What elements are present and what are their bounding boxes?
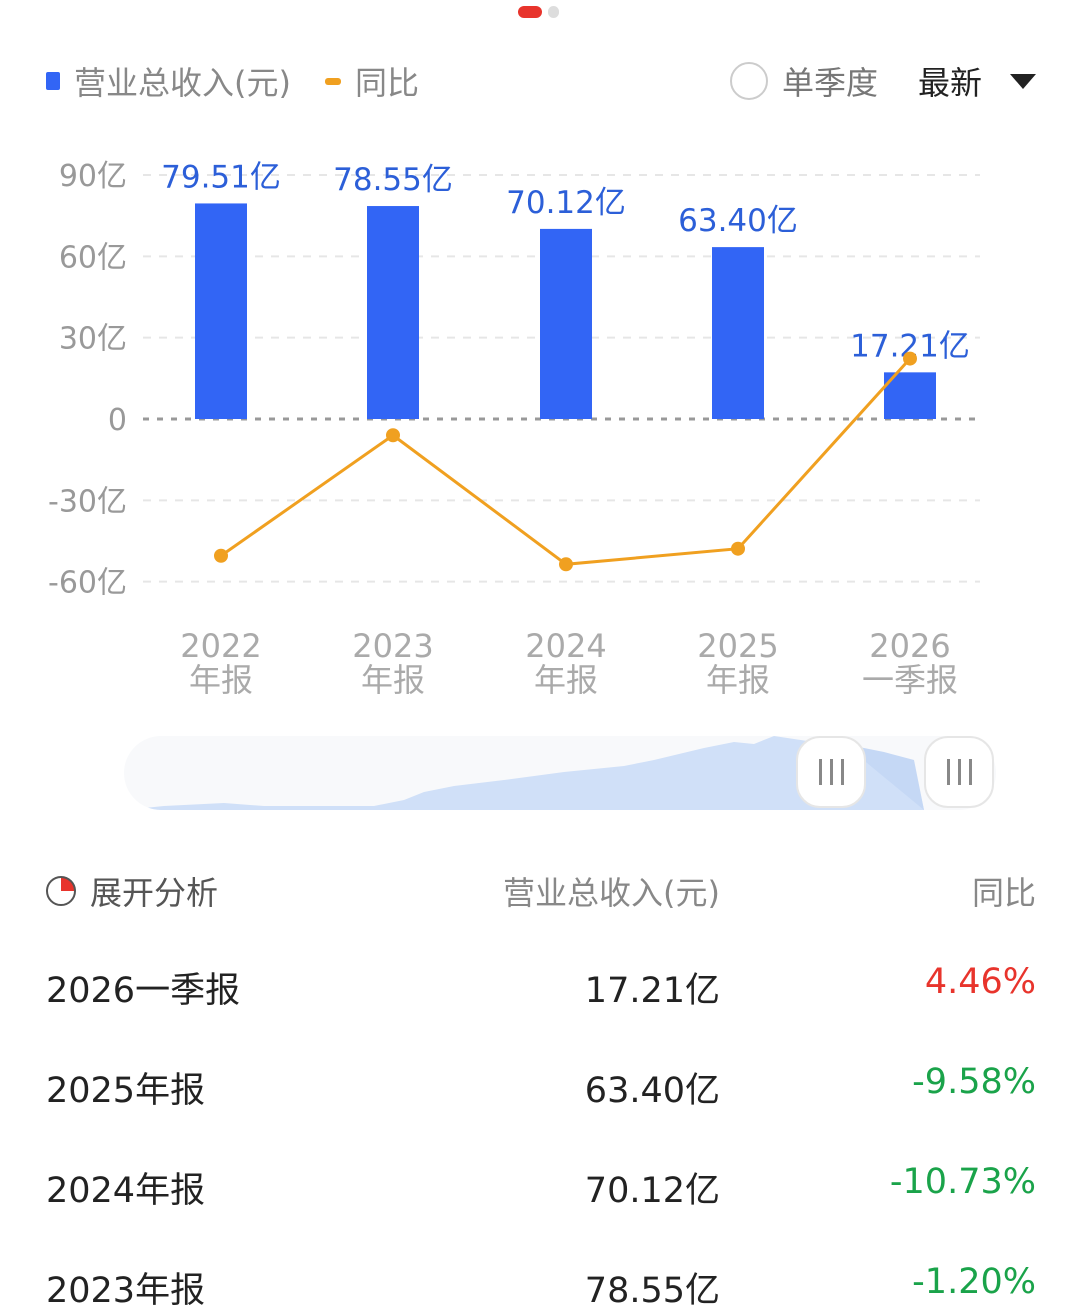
- yoy-cell: -1.20%: [912, 1262, 1036, 1302]
- bar: [712, 247, 764, 419]
- x-tick-label-type: 一季报: [862, 661, 958, 699]
- bar: [540, 228, 592, 419]
- expand-analysis-label: 展开分析: [90, 874, 219, 912]
- legend-revenue[interactable]: 营业总收入(元): [74, 64, 291, 102]
- y-tick-label: -30亿: [48, 484, 127, 519]
- table-row[interactable]: 2023年报 78.55亿 -1.20%: [46, 1262, 1036, 1312]
- bar-legend-swatch: [46, 72, 60, 90]
- x-tick-label-year: 2022: [180, 627, 261, 665]
- y-tick-label: 0: [108, 403, 127, 438]
- page-dot-active[interactable]: [518, 6, 542, 18]
- caret-down-icon[interactable]: [1010, 73, 1036, 89]
- yoy-point: [903, 351, 917, 366]
- expand-analysis-button[interactable]: 展开分析: [46, 868, 218, 914]
- page-dot[interactable]: [548, 6, 559, 18]
- bar-value-label: 79.51亿: [161, 159, 281, 195]
- revenue-cell: 17.21亿: [584, 971, 720, 1011]
- table-row[interactable]: 2024年报 70.12亿 -10.73%: [46, 1162, 1036, 1212]
- y-tick-label: 60亿: [59, 240, 127, 275]
- bar: [195, 203, 247, 419]
- bar-value-label: 70.12亿: [506, 185, 626, 221]
- x-tick-label-type: 年报: [361, 661, 425, 699]
- column-header-yoy: 同比: [971, 874, 1036, 912]
- yoy-point: [559, 557, 573, 572]
- x-tick-label-type: 年报: [534, 661, 598, 699]
- revenue-cell: 78.55亿: [584, 1271, 720, 1311]
- y-tick-label: 90亿: [59, 159, 127, 194]
- period-cell: 2023年报: [46, 1271, 206, 1311]
- x-tick-label-year: 2026: [869, 627, 950, 665]
- bar-value-label: 78.55亿: [333, 162, 453, 198]
- x-tick-label-type: 年报: [706, 661, 770, 699]
- chart-legend: 营业总收入(元) 同比: [46, 58, 419, 104]
- period-dropdown[interactable]: 最新: [917, 64, 982, 102]
- yoy-cell: 4.46%: [924, 962, 1036, 1002]
- revenue-chart: 90亿 60亿 30亿 0 -30亿 -60亿 79.51亿 78.55亿 70.12亿 63.4…: [48, 159, 980, 699]
- yoy-cell: -9.58%: [912, 1062, 1036, 1102]
- yoy-cell: -10.73%: [889, 1162, 1036, 1202]
- range-handle-left[interactable]: [796, 736, 866, 808]
- y-tick-label: 30亿: [59, 322, 127, 357]
- legend-yoy[interactable]: 同比: [354, 64, 419, 102]
- single-quarter-radio[interactable]: [729, 62, 768, 100]
- table-header: 展开分析 营业总收入(元) 同比: [46, 868, 1036, 912]
- single-quarter-label[interactable]: 单季度: [781, 64, 878, 102]
- bar: [884, 372, 936, 419]
- y-tick-label: -60亿: [48, 566, 127, 601]
- x-tick-label-type: 年报: [189, 661, 253, 699]
- chart-controls: 单季度 最新: [729, 58, 1036, 104]
- table-row[interactable]: 2026一季报 17.21亿 4.46%: [46, 962, 1036, 1012]
- revenue-cell: 70.12亿: [584, 1171, 720, 1211]
- period-cell: 2024年报: [46, 1171, 206, 1211]
- bar-value-label: 63.40亿: [678, 203, 798, 239]
- bar: [367, 206, 419, 419]
- yoy-point: [214, 548, 228, 563]
- table-row[interactable]: 2025年报 63.40亿 -9.58%: [46, 1062, 1036, 1112]
- yoy-point: [731, 541, 745, 556]
- revenue-cell: 63.40亿: [584, 1071, 720, 1111]
- line-legend-swatch: [324, 77, 341, 85]
- column-header-revenue: 营业总收入(元): [503, 874, 720, 912]
- period-cell: 2025年报: [46, 1071, 206, 1111]
- period-cell: 2026一季报: [46, 971, 241, 1011]
- x-tick-label-year: 2024: [525, 627, 606, 665]
- range-handle-right[interactable]: [924, 736, 994, 808]
- x-tick-label-year: 2025: [697, 627, 778, 665]
- x-tick-label-year: 2023: [352, 627, 433, 665]
- pie-chart-icon: [46, 876, 76, 906]
- page-indicator: [518, 6, 559, 18]
- yoy-point: [386, 428, 400, 443]
